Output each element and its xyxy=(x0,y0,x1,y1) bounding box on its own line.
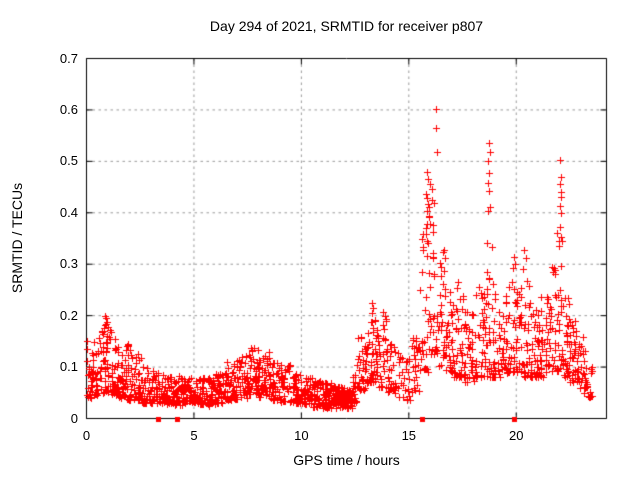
y-axis-label: SRMTID / TECUs xyxy=(9,182,25,294)
x-tick-label: 10 xyxy=(294,428,309,443)
x-tick-label: 0 xyxy=(82,428,91,443)
y-tick-label: 0 xyxy=(70,410,78,426)
y-tick-label: 0.4 xyxy=(59,204,78,220)
y-tick-label: 0.6 xyxy=(59,101,78,117)
y-tick-label: 0.5 xyxy=(59,153,78,169)
y-tick-label: 0.1 xyxy=(59,359,78,375)
y-tick-label: 0.7 xyxy=(59,50,78,66)
y-tick-label: 0.3 xyxy=(59,256,78,272)
y-tick-label: 0.2 xyxy=(59,307,78,323)
x-tick-label: 15 xyxy=(401,428,417,443)
plot-title: Day 294 of 2021, SRMTID for receiver p80… xyxy=(209,18,484,34)
x-tick-label: 5 xyxy=(190,428,198,443)
x-tick-label: 20 xyxy=(509,428,524,443)
x-axis-label: GPS time / hours xyxy=(293,452,400,468)
